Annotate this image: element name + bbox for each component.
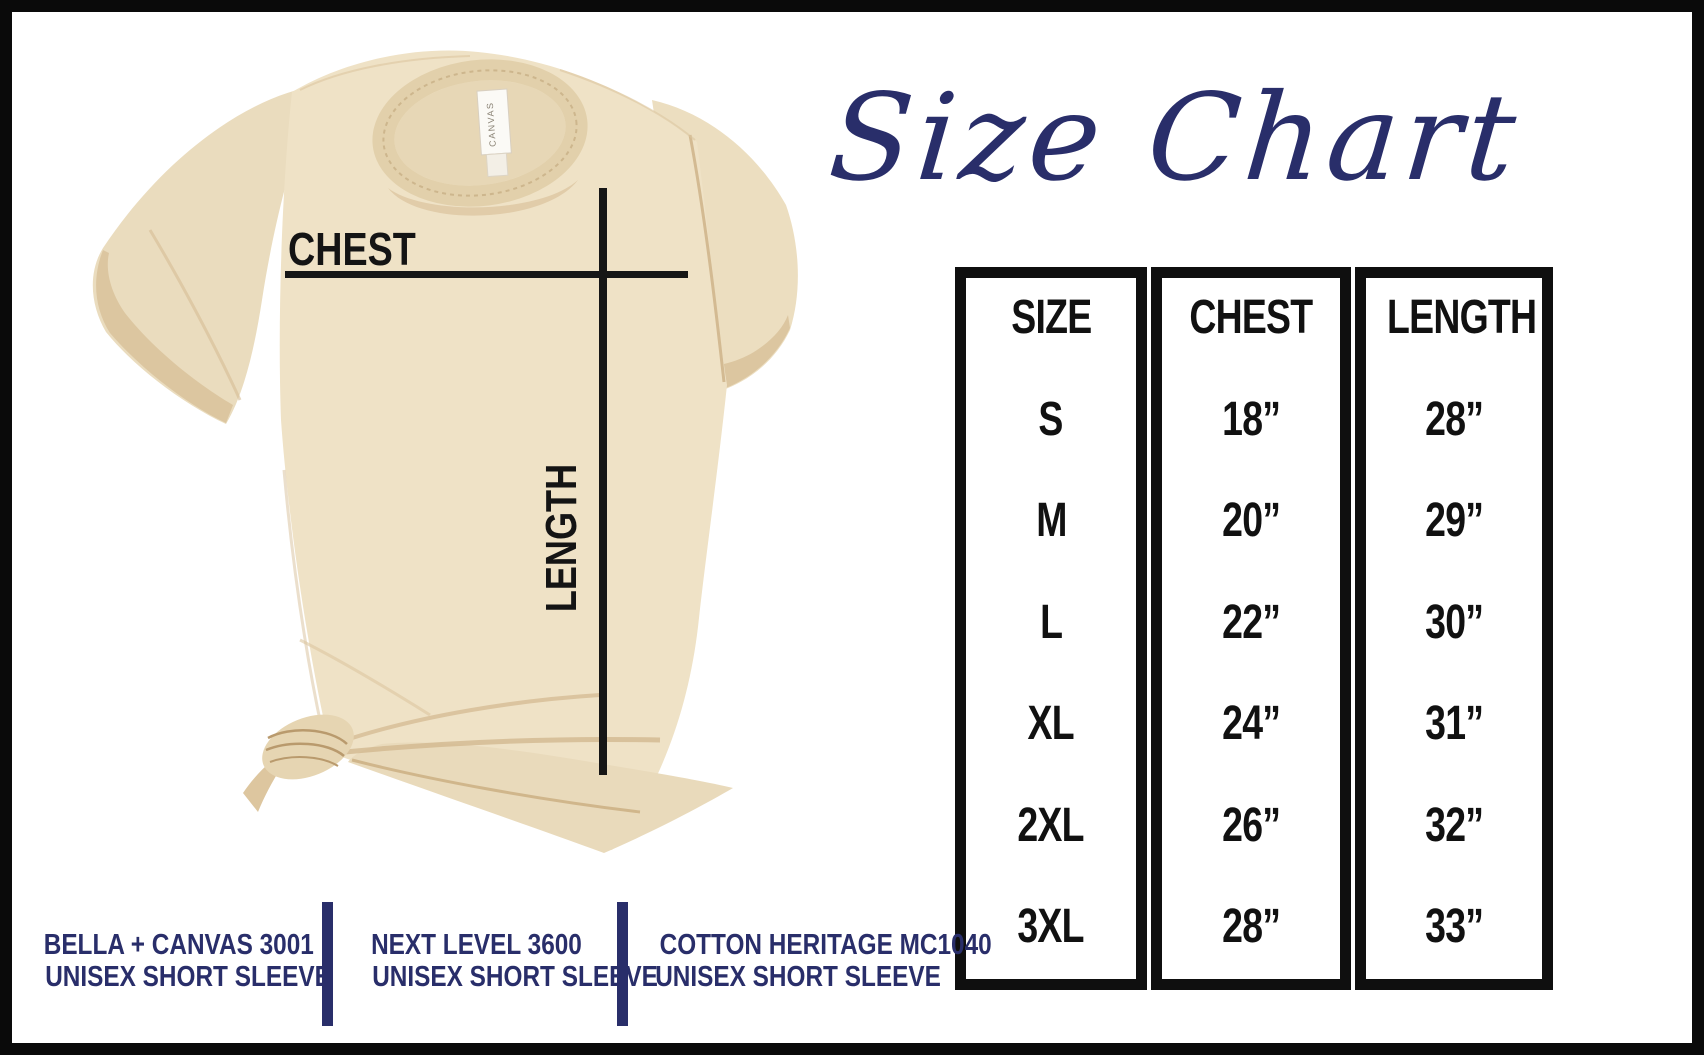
length-cell: 30” [1424, 595, 1484, 649]
footer-divider-bar [322, 902, 333, 1026]
product-line2: UNISEX SHORT SLEEVE [372, 961, 658, 993]
right-seam [688, 134, 726, 383]
length-label: LENGTH [537, 463, 586, 613]
chest-cell: 26” [1221, 798, 1281, 852]
chest-cell: 20” [1221, 494, 1281, 547]
side-fold [282, 469, 324, 731]
length-cell: 31” [1424, 697, 1484, 750]
product-line2: UNISEX SHORT SLEEVE [655, 961, 941, 993]
product-line2: UNISEX SHORT SLEEVE [45, 961, 331, 993]
length-cell: 29” [1424, 494, 1484, 547]
hem-shadow [351, 758, 641, 814]
knot [243, 714, 354, 812]
knot-ridge-1 [267, 729, 348, 745]
length-header: LENGTH [1387, 291, 1537, 344]
knot-ridge-3 [269, 756, 339, 767]
collar-shadow [388, 180, 578, 216]
knot-ridge-2 [265, 742, 345, 757]
product-label-cotton-heritage: COTTON HERITAGE MC1040 UNISEX SHORT SLEE… [628, 929, 992, 993]
product-line1: NEXT LEVEL 3600 [370, 929, 582, 961]
product-label-bella-canvas: BELLA + CANVAS 3001 UNISEX SHORT SLEEVE [18, 929, 331, 993]
length-measure-line [599, 188, 607, 775]
length-cell: 28” [1424, 392, 1484, 446]
collar-stitching [382, 69, 578, 197]
product-label-next-level: NEXT LEVEL 3600 UNISEX SHORT SLEEVE [345, 929, 658, 993]
left-shoulder-seam [299, 55, 471, 91]
chest-header: CHEST [1189, 291, 1314, 344]
neck-tag-care-label [485, 152, 509, 178]
chest-cell: 24” [1221, 697, 1281, 750]
product-line1: COTTON HERITAGE MC1040 [659, 929, 992, 961]
size-cell: 3XL [1017, 900, 1085, 953]
left-sleeve-fold [148, 229, 242, 401]
size-column: SIZE S M L XL 2XL 3XL [955, 267, 1147, 990]
length-cell: 33” [1424, 900, 1484, 953]
product-line1: BELLA + CANVAS 3001 [43, 929, 314, 961]
length-cell: 32” [1424, 798, 1484, 852]
collar-ring [372, 59, 588, 207]
shirt-body [279, 50, 727, 851]
neck-tag-text: CANVAS [485, 101, 498, 147]
size-cell: 2XL [1017, 798, 1085, 852]
size-cell: M [1035, 494, 1067, 547]
left-sleeve [92, 85, 320, 424]
left-sleeve-cuff [96, 250, 233, 423]
knot-fold-1 [339, 693, 601, 744]
size-header: SIZE [1010, 291, 1092, 344]
page-title: Size Chart [824, 69, 1526, 208]
tshirt-illustration: CANVAS [92, 50, 798, 853]
chest-measure-line [285, 271, 688, 278]
knot-fold-3 [299, 638, 431, 717]
chest-cell: 22” [1221, 595, 1281, 649]
right-shoulder-seam [559, 69, 696, 141]
length-column: LENGTH 28” 29” 30” 31” 32” 33” [1355, 267, 1553, 990]
chest-label: CHEST [288, 223, 416, 275]
size-table: SIZE S M L XL 2XL 3XL CHEST 18” 20” 22” … [955, 267, 1553, 990]
chest-cell: 28” [1221, 900, 1281, 953]
size-cell: L [1039, 595, 1063, 649]
footer-divider-bar [617, 902, 628, 1026]
chest-cell: 18” [1221, 392, 1281, 446]
knot-fold-2 [344, 737, 661, 755]
size-cell: S [1038, 392, 1064, 446]
size-cell: XL [1027, 697, 1075, 750]
neck-tag: CANVAS [476, 88, 512, 178]
chest-column: CHEST 18” 20” 22” 24” 26” 28” [1151, 267, 1351, 990]
